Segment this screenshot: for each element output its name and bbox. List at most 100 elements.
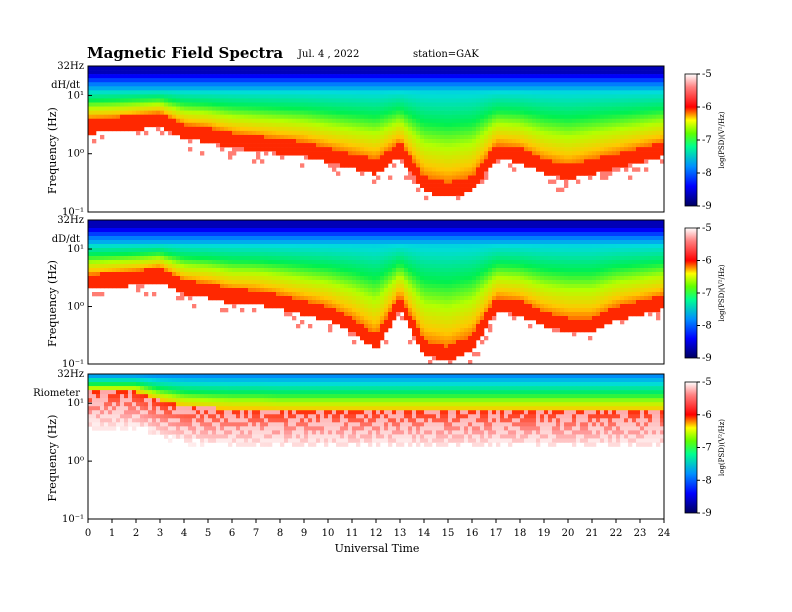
spectrogram-cell — [644, 126, 649, 132]
spectrogram-cell — [600, 98, 605, 103]
spectrogram-cell — [308, 98, 313, 103]
spectrogram-cell — [644, 70, 649, 75]
spectrogram-cell — [564, 114, 569, 120]
spectrogram-cell — [376, 78, 381, 83]
spectrogram-cell — [360, 110, 365, 115]
spectrogram-cell — [528, 163, 533, 168]
spectrogram-cell — [344, 272, 349, 277]
spectrogram-cell — [216, 232, 221, 237]
spectrogram-cell — [216, 78, 221, 83]
spectrogram-cell — [328, 143, 333, 148]
spectrogram-cell — [316, 276, 321, 281]
spectrogram-cell — [104, 94, 109, 99]
spectrogram-cell — [180, 78, 185, 83]
spectrogram-cell — [204, 224, 209, 229]
spectrogram-cell — [288, 82, 293, 87]
spectrogram-cell — [340, 98, 345, 103]
spectrogram-cell — [208, 268, 213, 273]
spectrogram-cell — [120, 264, 125, 269]
spectrogram-cell — [512, 151, 517, 156]
spectrogram-cell — [336, 143, 341, 148]
spectrogram-cell — [112, 280, 117, 285]
spectrogram-cell — [264, 284, 269, 289]
spectrogram-cell — [332, 126, 337, 132]
spectrogram-cell — [328, 86, 333, 91]
spectrogram-cell — [228, 284, 233, 289]
spectrogram-cell — [500, 94, 505, 99]
spectrogram-cell — [580, 70, 585, 75]
spectrogram-cell — [220, 122, 225, 128]
spectrogram-cell — [468, 187, 473, 193]
spectrogram-cell — [660, 122, 665, 128]
spectrogram-cell — [624, 106, 629, 111]
spectrogram-cell — [508, 94, 513, 99]
spectrogram-cell — [652, 134, 657, 140]
spectrogram-cell — [408, 147, 413, 152]
spectrogram-cell — [340, 78, 345, 83]
spectrogram-cell — [460, 175, 465, 180]
spectrogram-cell — [232, 143, 237, 148]
spectrogram-cell — [592, 102, 597, 107]
spectrogram-cell — [188, 106, 193, 111]
spectrogram-cell — [264, 102, 269, 107]
spectrogram-cell — [372, 110, 377, 115]
spectrogram-cell — [388, 143, 393, 148]
spectrogram-cell — [376, 139, 381, 144]
spectrogram-cell — [432, 179, 437, 184]
spectrogram-cell — [448, 187, 453, 193]
spectrogram-cell — [508, 139, 513, 144]
spectrogram-cell — [600, 159, 605, 164]
spectrogram-cell — [512, 134, 517, 140]
spectrogram-cell — [604, 98, 609, 103]
spectrogram-cell — [628, 126, 633, 132]
spectrogram-cell — [424, 163, 429, 168]
spectrogram-cell — [492, 78, 497, 83]
spectrogram-cell — [140, 256, 145, 261]
spectrogram-cell — [372, 328, 377, 333]
spectrogram-cell — [260, 110, 265, 115]
spectrogram-cell — [324, 114, 329, 120]
spectrogram-cell — [196, 276, 201, 281]
spectrogram-cell — [140, 228, 145, 233]
spectrogram-cell — [304, 240, 309, 245]
spectrogram-cell — [532, 78, 537, 83]
spectrogram-cell — [268, 122, 273, 128]
spectrogram-cell — [296, 284, 301, 289]
spectrogram-cell — [252, 288, 257, 293]
spectrogram-cell — [360, 151, 365, 156]
spectrogram-cell — [156, 244, 161, 249]
spectrogram-cell — [460, 110, 465, 115]
spectrogram-cell — [276, 272, 281, 277]
spectrogram-cell — [160, 280, 165, 285]
spectrogram-cell — [636, 130, 641, 136]
spectrogram-cell — [228, 280, 233, 285]
spectrogram-cell — [156, 114, 161, 120]
spectrogram-cell — [116, 102, 121, 107]
spectrogram-cell — [588, 171, 593, 176]
spectrogram-cell — [248, 130, 253, 136]
spectrogram-cell — [140, 86, 145, 91]
spectrogram-cell — [176, 224, 181, 229]
spectrogram-cell — [524, 98, 529, 103]
spectrogram-cell — [356, 304, 361, 309]
spectrogram-cell — [540, 74, 545, 79]
spectrogram-cell — [252, 130, 257, 136]
spectrogram-cell — [372, 102, 377, 107]
spectrogram-cell — [408, 171, 413, 176]
spectrogram-cell — [632, 110, 637, 115]
spectrogram-cell — [280, 256, 285, 261]
spectrogram-cell — [552, 147, 557, 152]
spectrogram-cell — [524, 74, 529, 79]
spectrogram-cell — [464, 114, 469, 120]
spectrogram-cell — [484, 90, 489, 95]
spectrogram-cell — [464, 86, 469, 91]
spectrogram-cell — [436, 187, 441, 193]
spectrogram-cell — [356, 324, 361, 329]
spectrogram-cell — [296, 324, 301, 329]
spectrogram-cell — [464, 110, 469, 115]
spectrogram-cell — [232, 151, 237, 156]
spectrogram-cell — [368, 134, 373, 140]
spectrogram-cell — [144, 86, 149, 91]
spectrogram-cell — [620, 126, 625, 132]
spectrogram-cell — [216, 296, 221, 301]
